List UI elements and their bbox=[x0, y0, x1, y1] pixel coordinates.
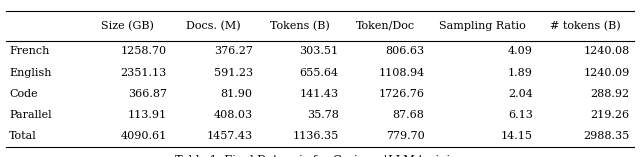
Text: 2988.35: 2988.35 bbox=[584, 131, 630, 141]
Text: 1108.94: 1108.94 bbox=[378, 68, 424, 78]
Text: 779.70: 779.70 bbox=[386, 131, 424, 141]
Text: 219.26: 219.26 bbox=[591, 110, 630, 120]
Text: Docs. (M): Docs. (M) bbox=[186, 21, 241, 31]
Text: 87.68: 87.68 bbox=[392, 110, 424, 120]
Text: 376.27: 376.27 bbox=[214, 46, 253, 56]
Text: Token/Doc: Token/Doc bbox=[356, 21, 415, 31]
Text: 1136.35: 1136.35 bbox=[292, 131, 339, 141]
Text: 1240.09: 1240.09 bbox=[584, 68, 630, 78]
Text: Sampling Ratio: Sampling Ratio bbox=[439, 21, 526, 31]
Text: 35.78: 35.78 bbox=[307, 110, 339, 120]
Text: 1258.70: 1258.70 bbox=[121, 46, 167, 56]
Text: Size (GB): Size (GB) bbox=[101, 21, 154, 31]
Text: 2351.13: 2351.13 bbox=[120, 68, 167, 78]
Text: English: English bbox=[9, 68, 51, 78]
Text: 14.15: 14.15 bbox=[500, 131, 532, 141]
Text: Tokens (B): Tokens (B) bbox=[269, 21, 330, 31]
Text: Table 1: Final Data mix for CroissantLLM training: Table 1: Final Data mix for CroissantLLM… bbox=[175, 155, 465, 157]
Text: 366.87: 366.87 bbox=[128, 89, 167, 99]
Text: 1240.08: 1240.08 bbox=[584, 46, 630, 56]
Text: 408.03: 408.03 bbox=[214, 110, 253, 120]
Text: 288.92: 288.92 bbox=[591, 89, 630, 99]
Text: 1726.76: 1726.76 bbox=[378, 89, 424, 99]
Text: 81.90: 81.90 bbox=[221, 89, 253, 99]
Text: Code: Code bbox=[9, 89, 38, 99]
Text: 4090.61: 4090.61 bbox=[120, 131, 167, 141]
Text: French: French bbox=[9, 46, 49, 56]
Text: 655.64: 655.64 bbox=[300, 68, 339, 78]
Text: 591.23: 591.23 bbox=[214, 68, 253, 78]
Text: Parallel: Parallel bbox=[9, 110, 52, 120]
Text: 141.43: 141.43 bbox=[300, 89, 339, 99]
Text: 6.13: 6.13 bbox=[508, 110, 532, 120]
Text: 303.51: 303.51 bbox=[300, 46, 339, 56]
Text: 2.04: 2.04 bbox=[508, 89, 532, 99]
Text: 113.91: 113.91 bbox=[128, 110, 167, 120]
Text: 1457.43: 1457.43 bbox=[207, 131, 253, 141]
Text: 806.63: 806.63 bbox=[385, 46, 424, 56]
Text: # tokens (B): # tokens (B) bbox=[550, 21, 620, 31]
Text: 1.89: 1.89 bbox=[508, 68, 532, 78]
Text: Total: Total bbox=[9, 131, 36, 141]
Text: 4.09: 4.09 bbox=[508, 46, 532, 56]
